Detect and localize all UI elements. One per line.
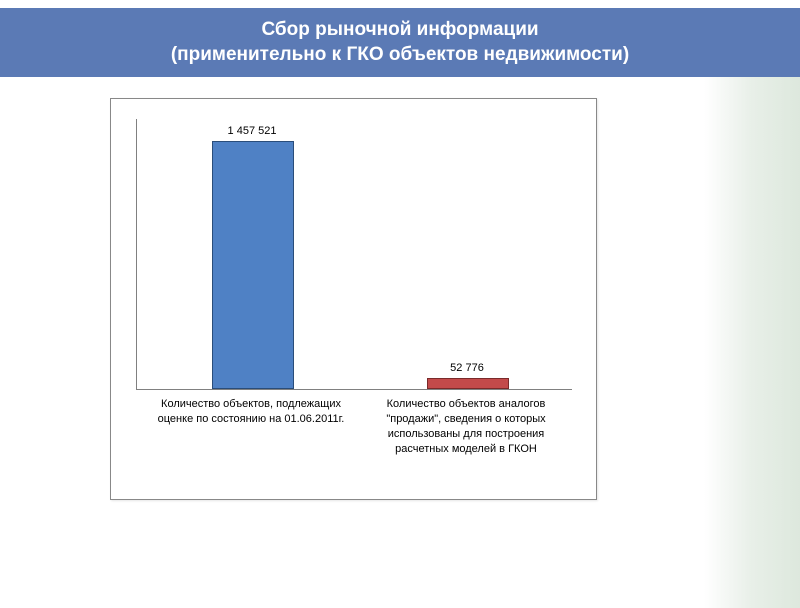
slide: Сбор рыночной информации (применительно … xyxy=(0,8,800,608)
bar-value-label-0: 1 457 521 xyxy=(172,125,332,137)
bar-0 xyxy=(212,141,294,389)
category-label-0: Количество объектов, подлежащих оценке п… xyxy=(151,397,351,427)
title-line-2: (применительно к ГКО объектов недвижимос… xyxy=(171,44,629,65)
chart-container: 1 457 521 52 776 Количество объектов, под… xyxy=(110,98,597,500)
category-label-1: Количество объектов аналогов "продажи", … xyxy=(366,397,566,456)
bar-1 xyxy=(427,378,509,389)
title-bar: Сбор рыночной информации (применительно … xyxy=(0,8,800,77)
plot-area: 1 457 521 52 776 xyxy=(136,119,572,390)
bar-value-label-1: 52 776 xyxy=(387,362,547,374)
title-line-1: Сбор рыночной информации xyxy=(261,19,538,40)
